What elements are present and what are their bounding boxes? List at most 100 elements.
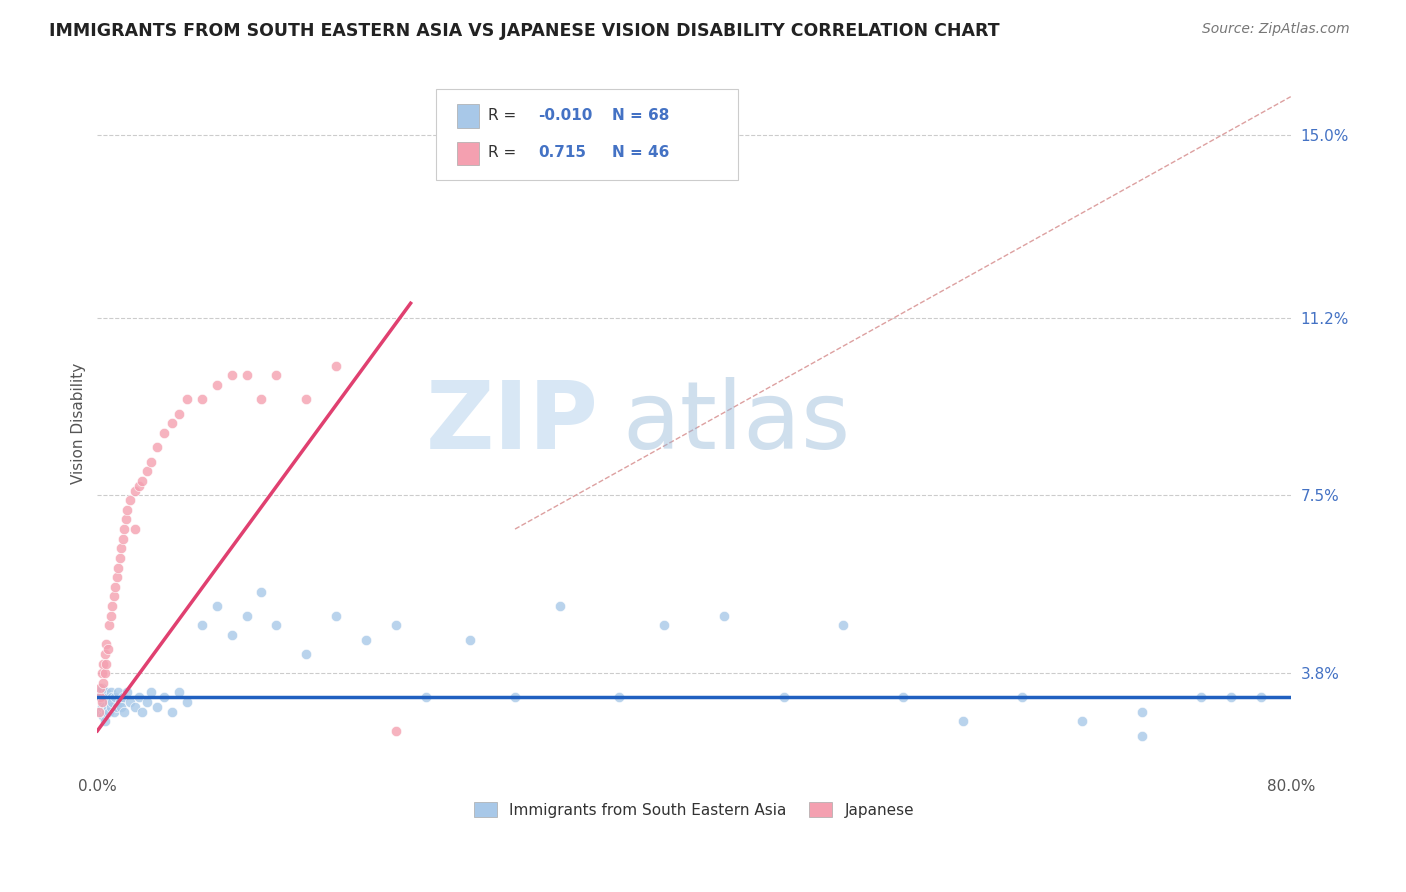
Y-axis label: Vision Disability: Vision Disability [72,363,86,484]
Point [112,522,135,536]
Point [325,359,347,373]
Point [96,637,118,651]
Point [91,675,114,690]
Point [191,618,214,632]
Point [205,378,228,392]
Point [191,392,214,407]
Point [609,690,631,705]
Point [1130,705,1153,719]
Point [91,657,114,671]
Point [90,666,112,681]
Point [115,503,138,517]
Point [98,618,121,632]
Point [548,599,571,613]
Text: ZIP: ZIP [426,377,599,469]
Point [98,705,121,719]
Text: R =: R = [488,108,522,122]
Point [384,723,406,738]
Point [1250,690,1272,705]
Point [205,599,228,613]
Point [250,584,273,599]
Point [176,392,198,407]
Point [235,608,257,623]
Text: 0.715: 0.715 [538,145,586,160]
Point [96,705,118,719]
Point [97,642,120,657]
Point [94,690,117,705]
Point [124,483,146,498]
Point [153,425,176,440]
Point [111,690,134,705]
Point [89,690,111,705]
Point [89,685,111,699]
Point [98,695,121,709]
Point [104,580,127,594]
Point [105,699,128,714]
Text: N = 46: N = 46 [612,145,669,160]
Point [107,685,129,699]
Point [107,560,129,574]
Point [1070,714,1092,729]
Point [114,512,136,526]
Point [169,685,191,699]
Point [105,570,128,584]
Point [89,705,111,719]
Point [110,541,132,556]
Point [90,681,112,695]
Point [97,699,120,714]
Point [772,690,794,705]
Point [124,522,146,536]
Point [832,618,855,632]
Point [101,690,124,705]
Text: R =: R = [488,145,522,160]
Point [91,695,114,709]
Point [120,695,142,709]
Point [108,695,131,709]
Point [713,608,735,623]
Point [90,699,112,714]
Point [153,690,176,705]
Point [128,479,150,493]
Point [1130,729,1153,743]
Text: -0.010: -0.010 [538,108,593,122]
Point [266,618,288,632]
Point [101,599,124,613]
Point [94,714,117,729]
Point [458,632,481,647]
Point [146,441,169,455]
Point [354,632,377,647]
Point [135,464,157,478]
Point [1220,690,1243,705]
Point [503,690,526,705]
Point [96,657,118,671]
Point [87,690,110,705]
Point [96,685,118,699]
Point [100,685,122,699]
Point [128,690,150,705]
Point [94,699,117,714]
Point [87,705,110,719]
Point [94,647,117,661]
Point [111,532,134,546]
Point [1011,690,1033,705]
Point [135,695,157,709]
Point [115,685,138,699]
Text: atlas: atlas [623,377,851,469]
Text: IMMIGRANTS FROM SOUTH EASTERN ASIA VS JAPANESE VISION DISABILITY CORRELATION CHA: IMMIGRANTS FROM SOUTH EASTERN ASIA VS JA… [49,22,1000,40]
Point [139,685,162,699]
Point [139,455,162,469]
Point [104,690,127,705]
Point [295,392,318,407]
Point [146,699,169,714]
Point [169,407,191,421]
Point [97,690,120,705]
Point [124,699,146,714]
Point [652,618,675,632]
Point [891,690,914,705]
Point [221,628,243,642]
Point [221,368,243,383]
Point [110,699,132,714]
Point [160,417,183,431]
Point [100,699,122,714]
Point [91,709,114,723]
